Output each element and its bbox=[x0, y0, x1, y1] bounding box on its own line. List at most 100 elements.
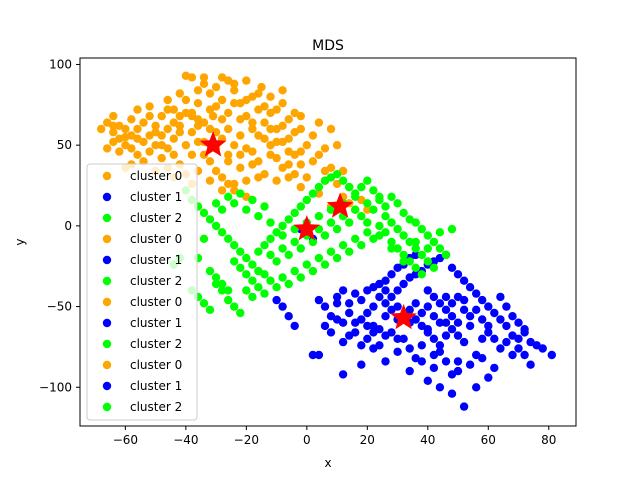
scatter-point-cluster-2 bbox=[236, 189, 245, 198]
scatter-point-cluster-2 bbox=[308, 237, 318, 247]
scatter-point-cluster-2 bbox=[345, 247, 354, 256]
scatter-point-cluster-0 bbox=[254, 131, 263, 140]
scatter-point-cluster-2 bbox=[236, 308, 245, 318]
scatter-point-cluster-2 bbox=[205, 215, 215, 224]
scatter-point-cluster-0 bbox=[236, 163, 245, 172]
scatter-point-cluster-1 bbox=[453, 318, 463, 327]
scatter-point-cluster-0 bbox=[208, 111, 218, 121]
scatter-point-cluster-2 bbox=[387, 244, 396, 253]
scatter-point-cluster-1 bbox=[429, 312, 439, 321]
scatter-point-cluster-2 bbox=[284, 215, 293, 224]
scatter-point-cluster-0 bbox=[151, 121, 160, 130]
x-tick-label: 20 bbox=[360, 433, 375, 447]
scatter-point-cluster-0 bbox=[163, 105, 172, 114]
scatter-point-cluster-1 bbox=[369, 328, 378, 337]
legend-label: cluster 0 bbox=[130, 232, 182, 246]
legend-marker bbox=[102, 360, 112, 370]
scatter-point-cluster-0 bbox=[314, 150, 324, 159]
scatter-point-cluster-0 bbox=[308, 131, 318, 140]
scatter-point-cluster-0 bbox=[314, 189, 324, 198]
scatter-point-cluster-1 bbox=[478, 354, 487, 363]
scatter-point-cluster-0 bbox=[145, 102, 154, 111]
legend-marker bbox=[102, 318, 112, 328]
scatter-point-cluster-0 bbox=[175, 128, 184, 137]
scatter-point-cluster-0 bbox=[266, 92, 275, 101]
scatter-point-cluster-1 bbox=[447, 325, 457, 334]
scatter-point-cluster-1 bbox=[441, 292, 451, 302]
scatter-point-cluster-1 bbox=[381, 312, 390, 321]
scatter-point-cluster-1 bbox=[332, 299, 342, 308]
scatter-point-cluster-1 bbox=[411, 250, 420, 260]
scatter-point-cluster-0 bbox=[248, 124, 257, 134]
scatter-point-cluster-2 bbox=[338, 241, 348, 250]
scatter-point-cluster-1 bbox=[441, 318, 451, 327]
scatter-point-cluster-1 bbox=[405, 305, 414, 314]
scatter-point-cluster-1 bbox=[357, 341, 366, 350]
scatter-point-cluster-0 bbox=[115, 147, 124, 156]
legend-label: cluster 0 bbox=[130, 295, 182, 309]
scatter-point-cluster-2 bbox=[363, 176, 372, 185]
scatter-point-cluster-2 bbox=[260, 270, 269, 279]
scatter-point-cluster-2 bbox=[308, 189, 318, 198]
scatter-point-cluster-2 bbox=[254, 283, 263, 292]
scatter-point-cluster-2 bbox=[429, 263, 439, 272]
scatter-point-cluster-2 bbox=[399, 231, 408, 240]
scatter-point-cluster-0 bbox=[169, 150, 178, 159]
scatter-point-cluster-2 bbox=[199, 299, 209, 308]
scatter-point-cluster-1 bbox=[508, 350, 517, 360]
scatter-point-cluster-0 bbox=[163, 95, 172, 105]
scatter-point-cluster-2 bbox=[399, 250, 408, 260]
scatter-point-cluster-2 bbox=[375, 192, 384, 201]
scatter-point-cluster-2 bbox=[320, 231, 330, 240]
y-tick-label: 50 bbox=[57, 138, 72, 152]
scatter-point-cluster-2 bbox=[314, 182, 324, 192]
scatter-point-cluster-2 bbox=[236, 263, 245, 272]
scatter-point-cluster-2 bbox=[224, 295, 233, 305]
legend-marker bbox=[102, 381, 112, 391]
scatter-point-cluster-1 bbox=[447, 299, 457, 308]
scatter-point-cluster-0 bbox=[254, 173, 263, 182]
scatter-point-cluster-0 bbox=[290, 170, 299, 179]
scatter-point-cluster-1 bbox=[393, 334, 402, 343]
scatter-point-cluster-1 bbox=[314, 295, 324, 305]
scatter-point-cluster-2 bbox=[205, 305, 215, 314]
scatter-point-cluster-2 bbox=[345, 218, 354, 227]
scatter-point-cluster-2 bbox=[302, 195, 311, 205]
x-axis-label: x bbox=[324, 456, 331, 470]
scatter-point-cluster-2 bbox=[278, 231, 287, 240]
scatter-point-cluster-1 bbox=[399, 279, 408, 289]
scatter-point-cluster-1 bbox=[465, 283, 475, 292]
scatter-point-cluster-0 bbox=[230, 99, 239, 108]
scatter-point-cluster-0 bbox=[236, 131, 245, 140]
centroid-star bbox=[390, 303, 417, 330]
centroid-star bbox=[199, 131, 227, 157]
scatter-point-cluster-0 bbox=[332, 141, 342, 150]
scatter-point-cluster-1 bbox=[393, 302, 402, 311]
scatter-point-cluster-2 bbox=[290, 208, 299, 218]
scatter-point-cluster-2 bbox=[363, 228, 372, 237]
y-axis-label: y bbox=[13, 238, 27, 245]
scatter-point-cluster-2 bbox=[357, 212, 366, 221]
scatter-point-cluster-1 bbox=[381, 286, 390, 295]
scatter-point-cluster-1 bbox=[423, 286, 432, 295]
y-tick-label: 100 bbox=[49, 57, 72, 71]
scatter-point-cluster-1 bbox=[484, 302, 493, 311]
scatter-point-cluster-1 bbox=[496, 315, 505, 324]
scatter-point-cluster-1 bbox=[459, 337, 469, 347]
scatter-point-cluster-0 bbox=[193, 99, 203, 108]
scatter-point-cluster-0 bbox=[139, 118, 148, 127]
scatter-point-cluster-1 bbox=[472, 383, 481, 392]
scatter-point-cluster-0 bbox=[224, 124, 233, 134]
scatter-point-cluster-2 bbox=[447, 224, 457, 234]
scatter-point-cluster-0 bbox=[181, 141, 191, 150]
scatter-point-cluster-0 bbox=[187, 150, 197, 159]
scatter-point-cluster-0 bbox=[224, 108, 233, 118]
legend-label: cluster 2 bbox=[130, 400, 182, 414]
scatter-point-cluster-1 bbox=[490, 363, 499, 373]
scatter-point-cluster-2 bbox=[351, 234, 360, 243]
scatter-point-cluster-2 bbox=[278, 221, 287, 231]
scatter-point-cluster-0 bbox=[326, 124, 336, 134]
scatter-point-cluster-0 bbox=[163, 124, 172, 134]
scatter-point-cluster-0 bbox=[127, 144, 136, 153]
scatter-point-cluster-0 bbox=[109, 121, 118, 130]
